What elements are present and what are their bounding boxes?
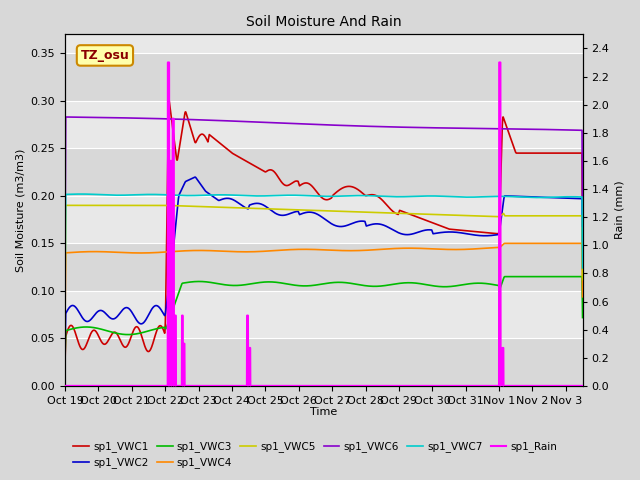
sp1_VWC6 xyxy=(513,126,520,132)
sp1_VWC2 xyxy=(282,212,290,218)
sp1_VWC2 xyxy=(513,193,520,199)
sp1_VWC3 xyxy=(120,332,128,337)
sp1_VWC5 xyxy=(62,203,70,208)
sp1_VWC3 xyxy=(569,274,577,279)
Text: TZ_osu: TZ_osu xyxy=(81,49,129,62)
sp1_VWC4 xyxy=(501,240,509,246)
sp1_VWC4 xyxy=(513,240,520,246)
sp1_VWC4 xyxy=(579,294,586,300)
sp1_VWC7 xyxy=(260,193,268,199)
Line: sp1_Rain: sp1_Rain xyxy=(65,62,582,386)
sp1_VWC7 xyxy=(77,191,85,197)
Line: sp1_VWC2: sp1_VWC2 xyxy=(65,177,582,350)
sp1_VWC5 xyxy=(260,206,268,212)
Line: sp1_VWC4: sp1_VWC4 xyxy=(65,243,582,319)
sp1_VWC7 xyxy=(569,194,577,200)
sp1_VWC2 xyxy=(120,306,128,312)
sp1_VWC6 xyxy=(260,120,268,125)
sp1_VWC7 xyxy=(579,265,586,271)
sp1_VWC3 xyxy=(501,274,509,279)
sp1_VWC5 xyxy=(120,203,128,208)
sp1_VWC1 xyxy=(282,182,290,188)
sp1_Rain xyxy=(61,383,69,389)
sp1_VWC5 xyxy=(579,276,586,282)
Line: sp1_VWC7: sp1_VWC7 xyxy=(65,194,582,290)
sp1_VWC1 xyxy=(579,238,586,243)
sp1_VWC7 xyxy=(282,192,290,198)
sp1_VWC2 xyxy=(61,347,69,353)
sp1_VWC3 xyxy=(151,326,159,332)
sp1_VWC1 xyxy=(151,334,159,340)
sp1_VWC4 xyxy=(260,249,268,254)
sp1_VWC5 xyxy=(282,206,290,212)
sp1_VWC3 xyxy=(282,281,290,287)
sp1_VWC7 xyxy=(513,194,520,200)
sp1_Rain xyxy=(569,383,577,389)
Y-axis label: Rain (mm): Rain (mm) xyxy=(615,181,625,240)
sp1_VWC2 xyxy=(260,202,268,208)
sp1_VWC6 xyxy=(151,116,159,121)
sp1_VWC5 xyxy=(61,293,69,299)
Bar xyxy=(65,243,582,291)
sp1_VWC1 xyxy=(260,168,268,174)
sp1_Rain xyxy=(164,60,172,65)
sp1_VWC6 xyxy=(569,127,577,133)
sp1_VWC2 xyxy=(569,195,577,201)
Y-axis label: Soil Moisture (m3/m3): Soil Moisture (m3/m3) xyxy=(15,148,25,272)
sp1_VWC5 xyxy=(569,213,577,219)
sp1_Rain xyxy=(513,383,520,389)
Bar xyxy=(65,53,582,101)
sp1_VWC6 xyxy=(120,115,128,121)
sp1_VWC4 xyxy=(569,240,577,246)
sp1_VWC7 xyxy=(61,287,69,293)
sp1_VWC5 xyxy=(513,213,520,219)
sp1_VWC1 xyxy=(61,359,69,365)
Bar xyxy=(65,338,582,386)
sp1_VWC1 xyxy=(513,150,520,156)
sp1_VWC1 xyxy=(120,344,128,349)
sp1_VWC4 xyxy=(61,316,69,322)
Title: Soil Moisture And Rain: Soil Moisture And Rain xyxy=(246,15,401,29)
Line: sp1_VWC5: sp1_VWC5 xyxy=(65,205,582,296)
sp1_Rain xyxy=(282,383,290,389)
Line: sp1_VWC6: sp1_VWC6 xyxy=(65,117,582,252)
sp1_Rain xyxy=(579,383,586,389)
sp1_VWC2 xyxy=(151,303,159,309)
Line: sp1_VWC3: sp1_VWC3 xyxy=(65,276,582,358)
Line: sp1_VWC1: sp1_VWC1 xyxy=(65,101,582,362)
sp1_VWC5 xyxy=(151,203,159,208)
sp1_Rain xyxy=(120,383,128,389)
sp1_VWC6 xyxy=(579,223,586,229)
sp1_VWC6 xyxy=(62,114,70,120)
sp1_VWC4 xyxy=(120,250,128,255)
sp1_VWC1 xyxy=(569,150,577,156)
sp1_VWC2 xyxy=(579,266,586,272)
Legend: sp1_VWC1, sp1_VWC2, sp1_VWC3, sp1_VWC4, sp1_VWC5, sp1_VWC6, sp1_VWC7, sp1_Rain: sp1_VWC1, sp1_VWC2, sp1_VWC3, sp1_VWC4, … xyxy=(69,437,562,472)
sp1_VWC7 xyxy=(151,192,159,197)
sp1_VWC3 xyxy=(579,315,586,321)
sp1_VWC1 xyxy=(165,98,173,104)
X-axis label: Time: Time xyxy=(310,407,337,417)
sp1_VWC4 xyxy=(282,247,290,253)
sp1_VWC6 xyxy=(61,249,69,254)
sp1_VWC3 xyxy=(61,355,69,361)
sp1_VWC3 xyxy=(513,274,520,279)
sp1_VWC4 xyxy=(151,250,159,255)
Bar xyxy=(65,148,582,196)
sp1_Rain xyxy=(260,383,268,389)
sp1_Rain xyxy=(151,383,159,389)
sp1_VWC6 xyxy=(282,120,290,126)
sp1_VWC7 xyxy=(120,192,128,198)
sp1_VWC3 xyxy=(260,279,268,285)
sp1_VWC2 xyxy=(191,174,199,180)
